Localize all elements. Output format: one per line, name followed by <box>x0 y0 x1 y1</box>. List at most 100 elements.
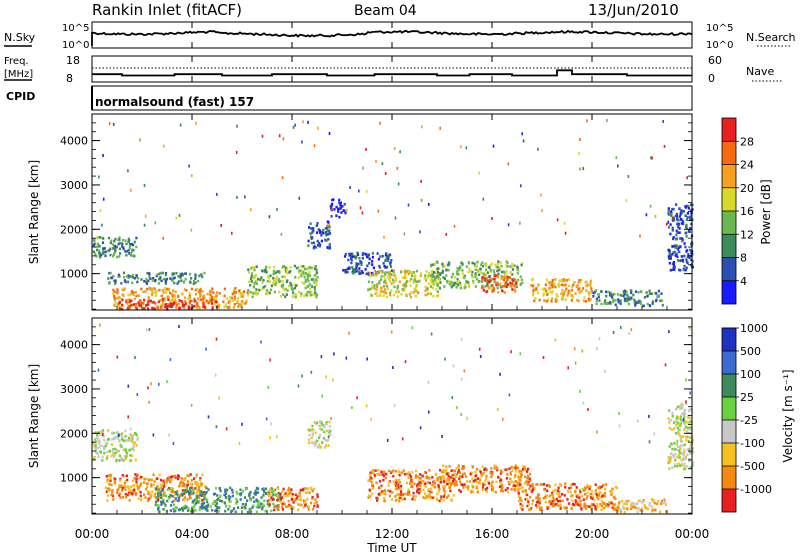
data-cell <box>561 288 564 292</box>
data-cell <box>93 242 96 246</box>
data-cell <box>437 267 440 270</box>
data-cell <box>132 248 135 252</box>
data-cell <box>318 244 321 248</box>
data-cell <box>394 495 397 498</box>
data-cell <box>198 508 201 511</box>
data-cell <box>504 282 507 286</box>
data-cell <box>365 272 368 276</box>
data-cell <box>155 274 158 278</box>
data-cell <box>475 484 478 488</box>
data-cell <box>489 270 492 274</box>
data-cell <box>306 505 309 508</box>
data-cell <box>424 293 427 297</box>
data-cell <box>410 485 413 489</box>
data-cell <box>126 250 129 253</box>
data-cell <box>424 485 427 489</box>
data-cell <box>283 264 286 268</box>
data-cell <box>135 492 138 495</box>
data-cell <box>550 502 553 506</box>
data-cell <box>282 494 285 497</box>
data-cell <box>99 433 102 437</box>
data-cell <box>143 279 146 283</box>
colorbar-tick-label: -1000 <box>740 483 772 496</box>
data-cell <box>316 231 319 234</box>
data-cell <box>316 504 319 507</box>
data-cell <box>446 263 450 267</box>
data-cell <box>579 499 582 503</box>
data-cell <box>157 300 160 304</box>
data-cell <box>204 492 207 496</box>
data-cell <box>613 503 616 506</box>
data-cell <box>590 496 593 499</box>
data-cell <box>586 505 589 508</box>
data-cell <box>262 504 265 508</box>
data-cell <box>524 498 527 501</box>
data-cell <box>474 272 477 275</box>
data-cell <box>428 410 430 414</box>
data-cell <box>394 488 397 491</box>
data-cell <box>415 269 418 273</box>
data-cell <box>490 467 493 470</box>
data-cell <box>194 293 197 296</box>
data-cell <box>189 486 192 490</box>
data-cell <box>192 477 196 480</box>
data-cell <box>166 302 169 306</box>
data-cell <box>157 494 160 498</box>
data-cell <box>488 280 491 283</box>
data-cell <box>682 452 685 456</box>
data-cell <box>110 493 113 497</box>
data-cell <box>393 147 396 150</box>
data-cell <box>388 271 391 274</box>
data-cell <box>648 414 650 418</box>
data-cell <box>188 292 191 295</box>
data-cell <box>371 470 374 474</box>
data-cell <box>278 134 281 138</box>
data-cell <box>235 490 238 494</box>
data-cell <box>557 486 560 490</box>
data-cell <box>536 483 539 486</box>
data-cell <box>465 265 468 268</box>
data-cell <box>262 285 265 289</box>
data-cell <box>287 487 291 490</box>
data-cell <box>128 491 131 495</box>
data-cell <box>683 450 686 454</box>
data-cell <box>189 490 192 493</box>
station-title: Rankin Inlet (fitACF) <box>92 1 242 19</box>
data-cell <box>119 496 122 499</box>
data-cell <box>273 508 276 512</box>
data-cell <box>399 150 401 154</box>
data-cell <box>386 489 389 492</box>
data-cell <box>105 441 108 445</box>
data-cell <box>531 499 534 502</box>
data-cell <box>319 434 322 437</box>
data-cell <box>189 272 192 276</box>
data-cell <box>122 439 125 442</box>
data-cell <box>151 279 154 282</box>
data-cell <box>140 475 143 479</box>
data-cell <box>101 429 104 432</box>
data-cell <box>523 482 526 485</box>
data-cell <box>668 251 671 255</box>
data-cell <box>622 294 625 298</box>
data-cell <box>159 276 162 279</box>
data-cell <box>372 273 375 276</box>
data-cell <box>186 498 189 501</box>
data-cell <box>297 384 300 388</box>
data-cell <box>167 304 170 308</box>
data-cell <box>173 509 176 513</box>
data-cell <box>329 433 332 437</box>
data-cell <box>603 492 606 495</box>
data-cell <box>307 508 310 511</box>
data-cell <box>237 305 240 308</box>
data-cell <box>562 290 565 294</box>
data-cell <box>236 492 239 496</box>
data-cell <box>673 464 676 468</box>
data-cell <box>119 296 122 300</box>
data-cell <box>347 258 350 262</box>
data-cell <box>410 291 413 294</box>
data-cell <box>496 467 499 470</box>
data-cell <box>422 488 425 492</box>
data-cell <box>469 472 472 476</box>
data-cell <box>112 292 115 295</box>
data-cell <box>439 126 441 130</box>
